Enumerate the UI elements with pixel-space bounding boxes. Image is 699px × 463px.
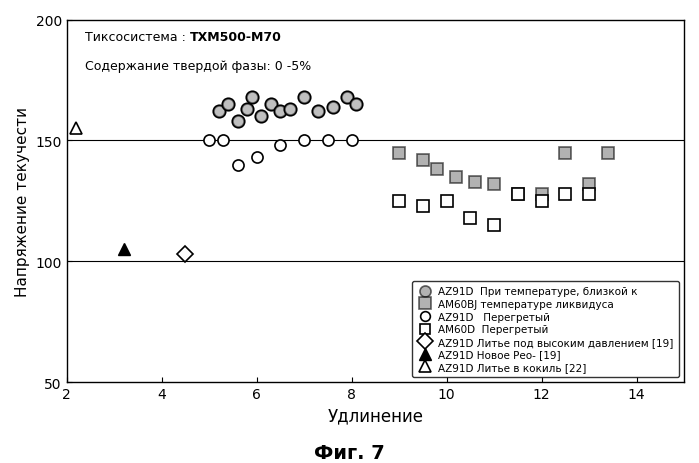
Text: Содержание твердой фазы: 0 -5%: Содержание твердой фазы: 0 -5% [85, 60, 312, 73]
Y-axis label: Напряжение текучести: Напряжение текучести [15, 106, 30, 296]
Legend: AZ91D  При температуре, близкой к, AM60BJ температуре ликвидуса, AZ91D   Перегре: AZ91D При температуре, близкой к, AM60BJ… [412, 282, 679, 377]
X-axis label: Удлинение: Удлинение [327, 407, 424, 425]
Text: Фиг. 7: Фиг. 7 [314, 444, 385, 463]
Text: TXM500-M70: TXM500-M70 [190, 31, 282, 44]
Text: Тиксосистема :: Тиксосистема : [85, 31, 190, 44]
